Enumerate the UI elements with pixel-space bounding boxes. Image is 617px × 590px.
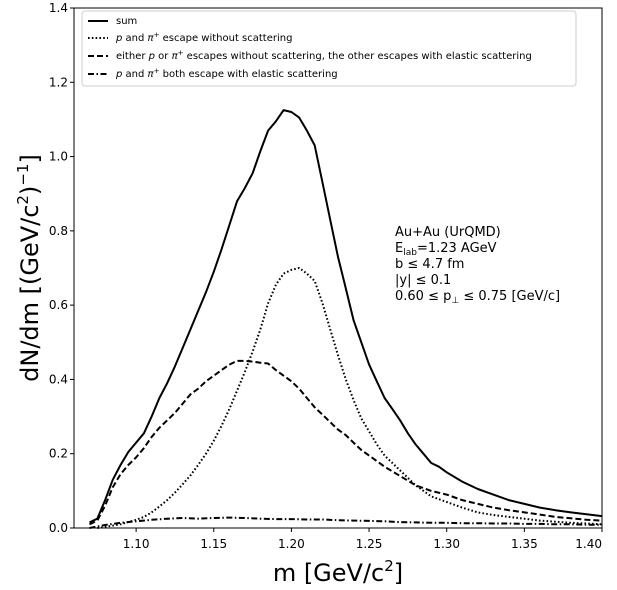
- legend-label-dashdot: p and π+ both escape with elastic scatte…: [115, 67, 338, 80]
- y-tick-label: 1.2: [49, 75, 68, 89]
- x-tick-label: 1.30: [433, 537, 460, 551]
- x-tick-label: 1.25: [356, 537, 383, 551]
- x-tick-label: 1.40: [575, 537, 602, 551]
- y-axis-label: dN/dm [(GeV/c2)−1]: [14, 154, 44, 382]
- x-tick-label: 1.20: [278, 537, 305, 551]
- legend-label-dotted: p and π+ escape without scattering: [115, 31, 292, 44]
- series-line-dashed: [89, 359, 603, 526]
- legend-box: [81, 10, 577, 87]
- legend-label-dashed: either p or π+ escapes without scatterin…: [116, 49, 532, 62]
- y-tick-label: 0.6: [49, 298, 68, 312]
- ticks-layer: 1.10 1.15 1.20 1.25 1.30 1.35 1.40 0.0 0.2 0.4 0.6…: [49, 1, 603, 551]
- y-tick-label: 1.4: [49, 1, 68, 15]
- annotation-rapidity: |y| ≤ 0.1: [395, 273, 451, 288]
- y-tick-label: 0.0: [49, 521, 68, 535]
- legend-label-sum: sum: [116, 16, 137, 27]
- annotation-system: Au+Au (UrQMD): [395, 225, 501, 240]
- annotation-energy: Elab=1.23 AGeV: [395, 241, 497, 258]
- x-tick-label: 1.35: [511, 537, 538, 551]
- series-layer: [89, 109, 603, 529]
- series-line-dashdot: [89, 516, 602, 529]
- annotation-block: Au+Au (UrQMD) Elab=1.23 AGeV b ≤ 4.7 fm …: [395, 225, 560, 306]
- y-tick-label: 0.2: [49, 447, 68, 461]
- x-tick-label: 1.15: [200, 537, 227, 551]
- y-tick-label: 0.8: [49, 224, 68, 238]
- x-tick-label: 1.10: [123, 537, 150, 551]
- series-line-solid: [89, 109, 603, 524]
- y-tick-label: 0.4: [49, 372, 68, 386]
- legend: sum p and π+ escape without scattering e…: [81, 10, 577, 87]
- y-tick-label: 1.0: [49, 150, 68, 164]
- series-line-dotted: [97, 267, 603, 529]
- x-axis-label: m [GeV/c2]: [273, 557, 403, 587]
- annotation-impact: b ≤ 4.7 fm: [395, 257, 464, 272]
- annotation-pt: 0.60 ≤ p⊥ ≤ 0.75 [GeV/c]: [395, 289, 560, 306]
- plot-frame: [73, 7, 603, 529]
